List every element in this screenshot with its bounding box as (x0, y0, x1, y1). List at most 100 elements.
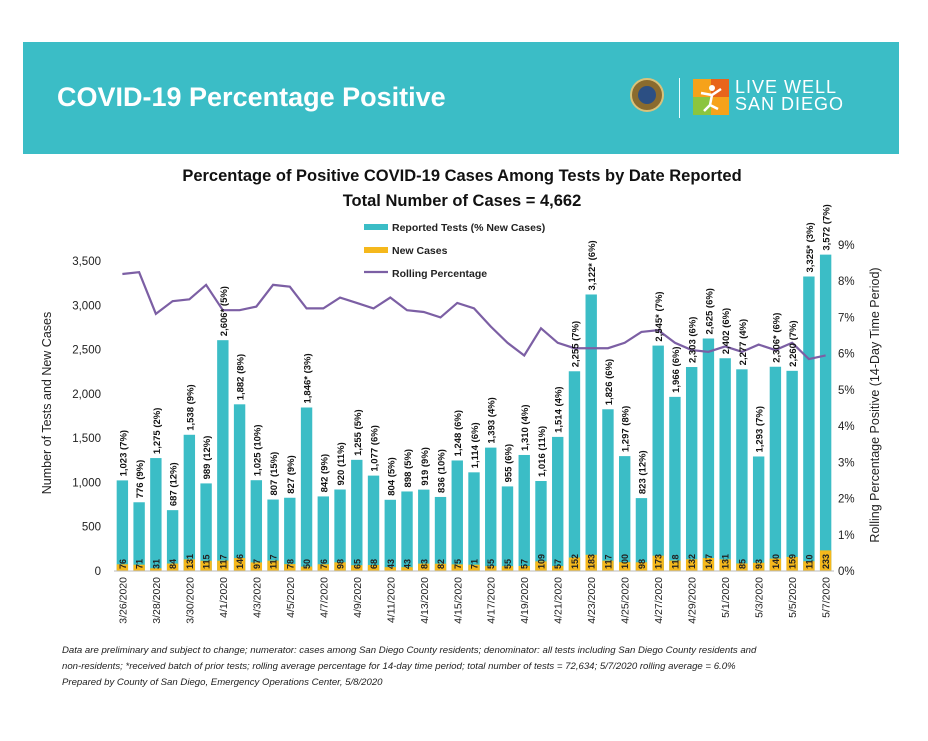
data-label-tests: 1,023 (7%) (118, 430, 129, 476)
bar-tests (367, 475, 380, 571)
bar-tests (619, 456, 631, 571)
legend-label: Rolling Percentage (392, 268, 487, 280)
data-label-cases: 85 (737, 559, 747, 569)
data-label-cases: 109 (536, 554, 546, 569)
bar-tests (736, 369, 748, 571)
data-label-cases: 55 (503, 559, 513, 569)
data-label-tests: 827 (9%) (286, 455, 297, 494)
x-tick-label: 4/3/2020 (251, 577, 263, 618)
data-label-cases: 31 (151, 559, 161, 569)
bar-cases (635, 562, 648, 571)
bar-tests (300, 407, 313, 571)
live-well-logo-icon (693, 79, 729, 115)
x-tick-label: 4/11/2020 (385, 577, 397, 623)
bar-cases (116, 564, 129, 571)
data-label-tests: 842 (9%) (319, 454, 330, 493)
bar-tests (786, 370, 798, 571)
data-label-tests: 2,402 (6%) (721, 308, 732, 354)
data-label-cases: 68 (369, 559, 379, 569)
data-label-cases: 100 (620, 554, 630, 569)
y-tick-label: 500 (82, 522, 101, 534)
x-tick-label: 3/28/2020 (151, 577, 163, 624)
bar-cases (702, 557, 715, 571)
data-label-tests: 1,846* (3%) (303, 353, 314, 403)
x-tick-label: 4/29/2020 (687, 577, 699, 624)
bar-tests (384, 499, 396, 571)
data-label-tests: 1,275 (2%) (152, 408, 163, 454)
bar-tests (752, 456, 765, 571)
data-label-tests: 804 (5%) (386, 457, 397, 496)
live-well-logo-text: LIVE WELL SAN DIEGO (735, 78, 845, 114)
x-tick-label: 4/17/2020 (486, 577, 498, 624)
bar-tests (635, 498, 648, 571)
y-tick-label: 3,000 (72, 300, 101, 312)
bar-cases (217, 560, 229, 571)
data-label-tests: 2,606* (5%) (219, 286, 230, 336)
bar-cases (183, 559, 196, 571)
x-tick-label: 5/7/2020 (821, 577, 833, 618)
bar-tests (685, 367, 698, 571)
x-tick-label: 3/30/2020 (184, 577, 196, 624)
legend-label: Reported Tests (% New Cases) (392, 222, 545, 234)
data-label-cases: 50 (302, 559, 312, 569)
data-label-tests: 955 (6%) (503, 444, 514, 483)
footnote: Data are preliminary and subject to chan… (62, 643, 882, 691)
bar-cases (250, 562, 263, 571)
bar-tests (451, 460, 463, 571)
data-label-cases: 57 (520, 559, 530, 569)
bar-cases (619, 562, 631, 571)
x-tick-label: 4/27/2020 (653, 577, 665, 624)
data-label-cases: 118 (670, 554, 680, 569)
data-label-tests: 1,293 (7%) (755, 406, 766, 452)
bar-cases (736, 563, 748, 571)
bar-cases (786, 556, 798, 571)
y2-tick-label: 0% (838, 566, 855, 578)
x-tick-label: 5/1/2020 (720, 577, 732, 618)
data-label-tests: 823 (12%) (637, 450, 648, 494)
data-label-cases: 97 (252, 559, 262, 569)
x-tick-label: 4/21/2020 (553, 577, 565, 624)
data-label-cases: 147 (704, 554, 714, 569)
data-label-tests: 2,255 (7%) (570, 321, 581, 367)
data-label-tests: 1,255 (5%) (353, 409, 364, 455)
x-tick-label: 4/7/2020 (318, 577, 330, 618)
data-label-cases: 55 (486, 559, 496, 569)
bar-cases (300, 566, 313, 571)
rolling-percentage-line (122, 270, 826, 361)
data-label-tests: 1,114 (6%) (470, 422, 481, 468)
bar-tests (702, 338, 715, 571)
bar-cases (652, 555, 664, 571)
y2-tick-label: 8% (838, 276, 855, 288)
data-label-tests: 1,310 (4%) (520, 404, 531, 450)
bar-cases (401, 567, 413, 571)
bar-cases (233, 558, 246, 571)
data-label-cases: 84 (168, 559, 178, 569)
bar-cases (685, 559, 698, 571)
bar-cases (166, 563, 179, 571)
bar-tests (317, 496, 329, 571)
data-label-cases: 131 (721, 554, 731, 569)
chart-subtitle: Total Number of Cases = 4,662 (343, 192, 582, 210)
data-label-cases: 65 (352, 559, 362, 569)
data-label-tests: 989 (12%) (202, 436, 213, 480)
y2-tick-label: 6% (838, 349, 855, 361)
county-seal-icon (630, 78, 664, 112)
footnote-line-3: Prepared by County of San Diego, Emergen… (62, 677, 383, 688)
y2-tick-label: 2% (838, 494, 855, 506)
logo-line-2: SAN DIEGO (735, 94, 845, 114)
data-label-cases: 146 (235, 554, 245, 569)
data-label-tests: 807 (15%) (269, 452, 280, 496)
data-label-cases: 173 (654, 554, 664, 569)
bar-cases (485, 566, 497, 571)
bar-cases (535, 561, 547, 571)
data-label-tests: 1,393 (4%) (487, 397, 498, 443)
bar-cases (769, 558, 782, 571)
bar-cases (334, 562, 346, 571)
data-label-cases: 110 (804, 554, 814, 569)
data-label-tests: 836 (10%) (437, 449, 448, 493)
bar-cases (284, 564, 296, 571)
data-label-cases: 98 (336, 559, 346, 569)
bar-tests (485, 447, 497, 571)
data-label-tests: 1,514 (4%) (554, 386, 565, 432)
